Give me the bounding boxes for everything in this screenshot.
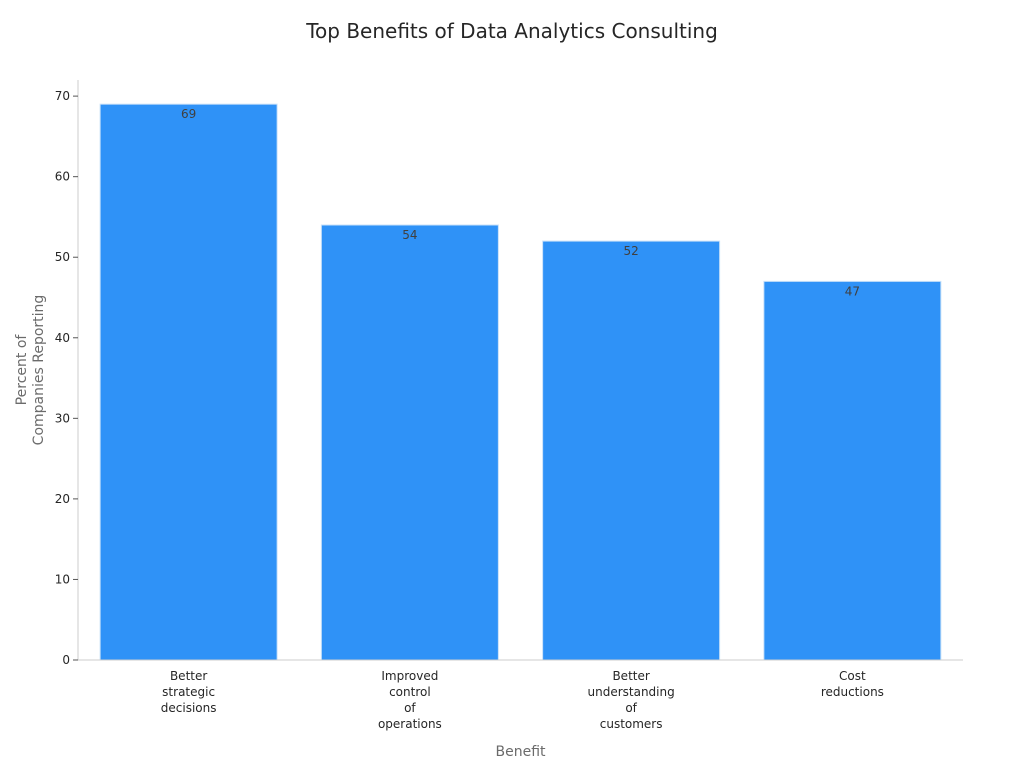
y-tick-label: 50 — [55, 250, 70, 264]
x-tick-label: Better strategic decisions — [161, 669, 217, 715]
x-tick-label-line: decisions — [161, 701, 217, 715]
x-tick-label-line: reductions — [821, 685, 884, 699]
y-axis-title-line: Companies Reporting — [31, 295, 47, 446]
y-axis-title: Percent ofCompanies Reporting — [14, 295, 47, 446]
bar — [320, 224, 499, 661]
y-tick-label: 70 — [55, 89, 70, 103]
x-tick-label: Improved control of operations — [378, 669, 442, 731]
x-tick-label-line: of — [404, 701, 416, 715]
x-tick-label-line: operations — [378, 717, 442, 731]
x-tick-label-line: control — [389, 685, 431, 699]
y-axis: 0 10 20 30 40 50 60 70 Percent ofCompanies Repor… — [14, 80, 79, 667]
x-axis: Better strategic decisions Improved control o… — [78, 659, 963, 760]
x-tick-label: Better understanding of customers — [588, 669, 675, 731]
x-tick-label-line: customers — [600, 717, 663, 731]
y-axis-title-line: Percent of — [14, 334, 30, 406]
x-tick-label-line: Cost — [839, 669, 866, 683]
y-tick-label: 30 — [55, 411, 70, 425]
bar — [99, 103, 278, 661]
bar-value-label: 69 — [181, 107, 196, 121]
x-axis-title: Benefit — [495, 744, 546, 760]
bar-value-label: 47 — [845, 284, 860, 298]
x-tick-label-line: Improved — [381, 669, 438, 683]
x-tick-label-line: Better — [170, 669, 207, 683]
bar — [763, 280, 942, 661]
y-tick-label: 0 — [62, 653, 70, 667]
bars — [99, 103, 942, 661]
x-tick-label: Cost reductions — [821, 669, 884, 699]
y-tick-label: 60 — [55, 170, 70, 184]
y-tick-label: 40 — [55, 331, 70, 345]
bar — [542, 240, 721, 661]
bar-value-label: 52 — [623, 244, 638, 258]
x-tick-label-line: strategic — [162, 685, 215, 699]
y-tick-label: 20 — [55, 492, 70, 506]
x-tick-label-line: Better — [612, 669, 649, 683]
chart-title: Top Benefits of Data Analytics Consultin… — [306, 19, 718, 43]
y-tick-label: 10 — [55, 572, 70, 586]
x-tick-label-line: of — [625, 701, 637, 715]
bar-value-label: 54 — [402, 228, 417, 242]
x-tick-label-line: understanding — [588, 685, 675, 699]
data-labels: 69 54 52 47 — [181, 107, 860, 298]
